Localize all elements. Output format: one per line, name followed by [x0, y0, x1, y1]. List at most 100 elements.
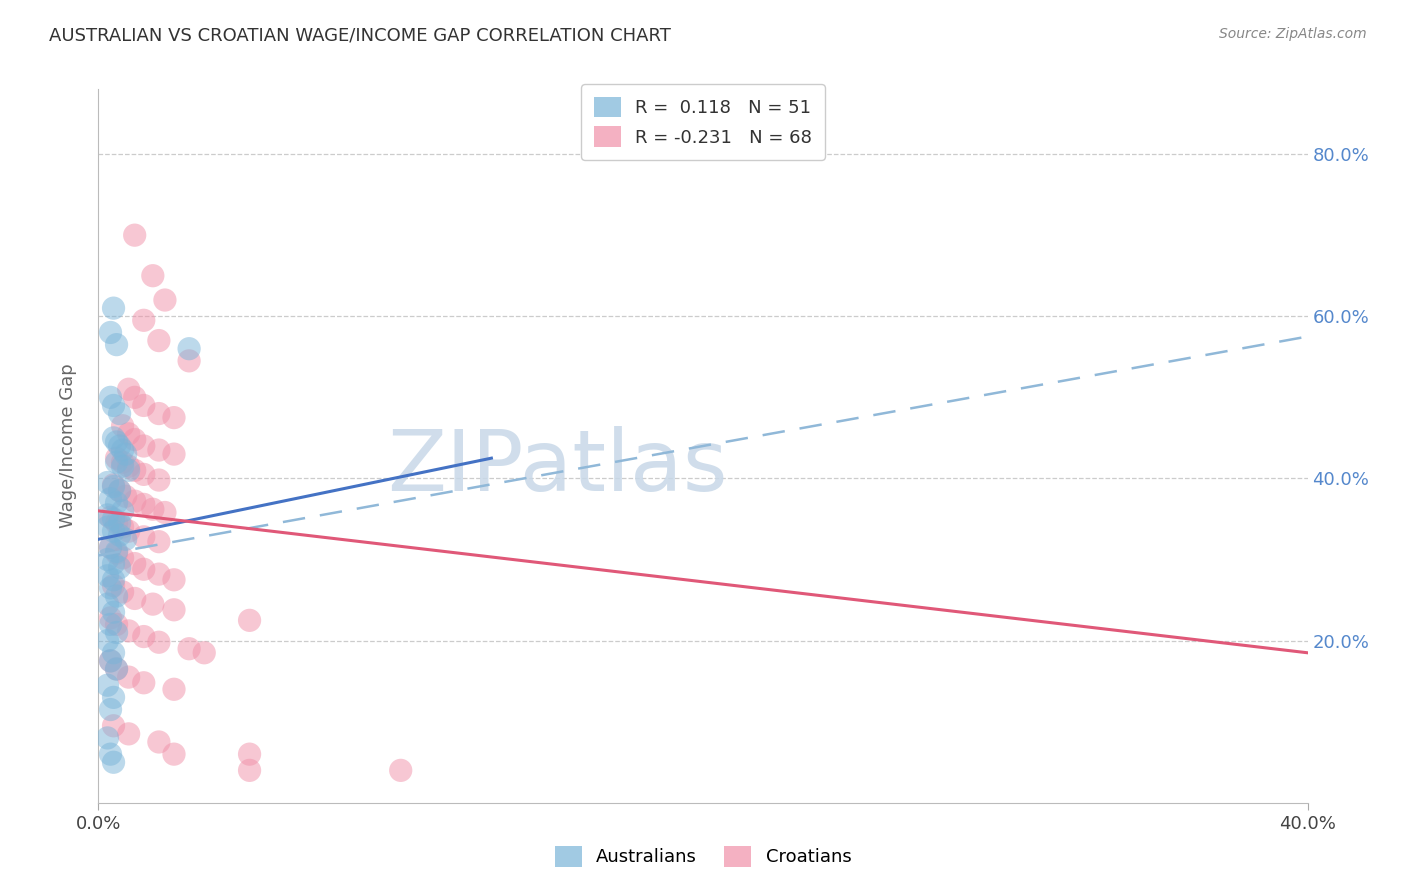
Point — [163, 603, 186, 617]
Point — [132, 497, 155, 511]
Point — [132, 675, 155, 690]
Point — [100, 510, 122, 524]
Point — [132, 467, 155, 482]
Point — [96, 508, 118, 522]
Point — [100, 654, 122, 668]
Point — [118, 670, 141, 684]
Point — [96, 520, 118, 534]
Legend: Australians, Croatians: Australians, Croatians — [547, 838, 859, 874]
Point — [96, 678, 118, 692]
Point — [96, 568, 118, 582]
Point — [179, 641, 201, 656]
Point — [153, 293, 176, 307]
Point — [239, 613, 262, 627]
Point — [105, 455, 128, 469]
Point — [118, 459, 141, 474]
Point — [148, 534, 170, 549]
Point — [124, 228, 146, 243]
Point — [100, 654, 122, 668]
Point — [132, 439, 155, 453]
Point — [148, 473, 170, 487]
Point — [96, 475, 118, 490]
Point — [103, 578, 125, 592]
Point — [96, 597, 118, 611]
Point — [108, 516, 131, 530]
Point — [105, 544, 128, 558]
Point — [103, 431, 125, 445]
Point — [179, 342, 201, 356]
Point — [105, 434, 128, 449]
Point — [148, 567, 170, 582]
Point — [100, 390, 122, 404]
Point — [100, 326, 122, 340]
Point — [100, 617, 122, 632]
Point — [108, 439, 131, 453]
Point — [100, 611, 122, 625]
Point — [105, 589, 128, 603]
Point — [108, 483, 131, 498]
Text: Source: ZipAtlas.com: Source: ZipAtlas.com — [1219, 27, 1367, 41]
Text: ZIPatlas: ZIPatlas — [388, 425, 728, 509]
Point — [105, 662, 128, 676]
Point — [103, 478, 125, 492]
Point — [111, 455, 134, 469]
Point — [105, 625, 128, 640]
Point — [100, 541, 122, 555]
Point — [114, 533, 136, 547]
Point — [108, 407, 131, 421]
Point — [105, 617, 128, 632]
Point — [142, 502, 165, 516]
Point — [132, 313, 155, 327]
Point — [100, 747, 122, 761]
Point — [163, 682, 186, 697]
Point — [239, 747, 262, 761]
Point — [114, 447, 136, 461]
Point — [142, 268, 165, 283]
Point — [124, 463, 146, 477]
Point — [114, 489, 136, 503]
Point — [118, 426, 141, 441]
Point — [124, 433, 146, 447]
Point — [148, 635, 170, 649]
Point — [389, 764, 412, 778]
Point — [103, 756, 125, 770]
Point — [118, 624, 141, 638]
Point — [96, 633, 118, 648]
Point — [103, 646, 125, 660]
Point — [148, 334, 170, 348]
Point — [124, 557, 146, 571]
Point — [111, 585, 134, 599]
Point — [118, 382, 141, 396]
Point — [111, 550, 134, 565]
Point — [118, 524, 141, 538]
Point — [179, 354, 201, 368]
Point — [153, 506, 176, 520]
Point — [132, 630, 155, 644]
Point — [148, 443, 170, 458]
Text: AUSTRALIAN VS CROATIAN WAGE/INCOME GAP CORRELATION CHART: AUSTRALIAN VS CROATIAN WAGE/INCOME GAP C… — [49, 27, 671, 45]
Point — [100, 541, 122, 555]
Point — [111, 418, 134, 433]
Point — [111, 520, 134, 534]
Point — [103, 605, 125, 619]
Point — [105, 516, 128, 530]
Point — [103, 573, 125, 587]
Y-axis label: Wage/Income Gap: Wage/Income Gap — [59, 364, 77, 528]
Point — [148, 407, 170, 421]
Point — [239, 764, 262, 778]
Point — [124, 494, 146, 508]
Point — [163, 410, 186, 425]
Point — [132, 562, 155, 576]
Point — [124, 390, 146, 404]
Point — [142, 597, 165, 611]
Point — [103, 690, 125, 705]
Point — [108, 528, 131, 542]
Point — [96, 731, 118, 745]
Point — [163, 573, 186, 587]
Point — [148, 735, 170, 749]
Point — [105, 662, 128, 676]
Point — [103, 301, 125, 315]
Point — [124, 591, 146, 606]
Point — [111, 504, 134, 518]
Point — [100, 491, 122, 506]
